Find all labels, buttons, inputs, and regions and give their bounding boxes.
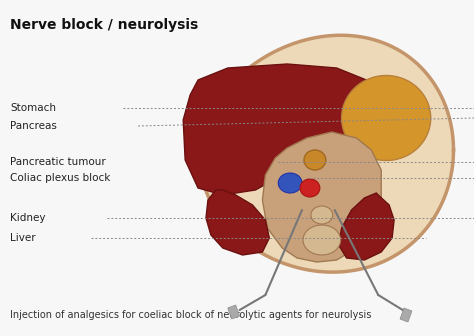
Text: Injection of analgesics for coeliac block of neurolytic agents for neurolysis: Injection of analgesics for coeliac bloc…: [10, 310, 371, 320]
Text: Pancreas: Pancreas: [10, 121, 57, 131]
Polygon shape: [263, 132, 381, 262]
Polygon shape: [400, 308, 412, 322]
Ellipse shape: [303, 225, 341, 255]
Ellipse shape: [278, 173, 302, 193]
Polygon shape: [206, 190, 269, 255]
Polygon shape: [228, 305, 240, 319]
Ellipse shape: [304, 150, 326, 170]
Text: Liver: Liver: [10, 233, 36, 243]
Polygon shape: [183, 64, 381, 195]
Ellipse shape: [311, 206, 333, 224]
Text: Pancreatic tumour: Pancreatic tumour: [10, 157, 106, 167]
Polygon shape: [200, 35, 454, 272]
Ellipse shape: [342, 76, 431, 161]
Text: Nerve block / neurolysis: Nerve block / neurolysis: [10, 18, 198, 32]
Text: Stomach: Stomach: [10, 103, 56, 113]
Text: Kidney: Kidney: [10, 213, 46, 223]
Text: Coliac plexus block: Coliac plexus block: [10, 173, 110, 183]
Polygon shape: [338, 193, 394, 260]
Ellipse shape: [300, 179, 320, 197]
